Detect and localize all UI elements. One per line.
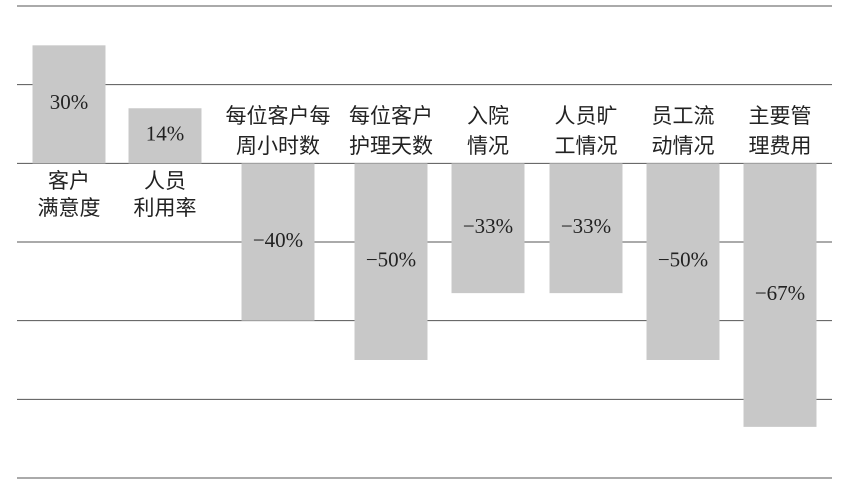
x-tick-label: 工情况: [555, 134, 618, 158]
bar: [549, 163, 623, 294]
value-label: −40%: [253, 228, 303, 252]
x-tick-label: 周小时数: [236, 134, 320, 158]
x-tick-label: 情况: [467, 134, 509, 158]
bar: [128, 108, 202, 164]
value-label: −50%: [658, 247, 708, 271]
x-tick-label: 人员: [144, 169, 186, 193]
x-tick-label: 利用率: [134, 196, 197, 220]
bar: [743, 163, 817, 427]
bar: [354, 163, 428, 360]
value-label: −33%: [561, 214, 611, 238]
x-tick-label: 满意度: [38, 196, 101, 220]
value-label: −67%: [755, 281, 805, 305]
x-tick-label: 客户: [48, 169, 90, 193]
bar: [451, 163, 525, 294]
value-label: 14%: [146, 122, 185, 146]
x-tick-label: 每位客户: [349, 104, 433, 128]
x-tick-label: 动情况: [652, 134, 715, 158]
value-label: −50%: [366, 247, 416, 271]
value-label: −33%: [463, 214, 513, 238]
bar: [241, 163, 315, 321]
x-tick-label: 护理天数: [349, 134, 433, 158]
x-tick-label: 人员旷: [555, 104, 618, 128]
x-tick-label: 员工流: [652, 104, 715, 128]
value-label: 30%: [50, 90, 89, 114]
bar: [646, 163, 720, 360]
bar: [32, 45, 106, 164]
x-tick-label: 主要管: [749, 104, 812, 128]
x-tick-label: 入院: [467, 104, 509, 128]
x-tick-label: 每位客户每: [226, 104, 331, 128]
x-tick-label: 理费用: [749, 134, 812, 158]
